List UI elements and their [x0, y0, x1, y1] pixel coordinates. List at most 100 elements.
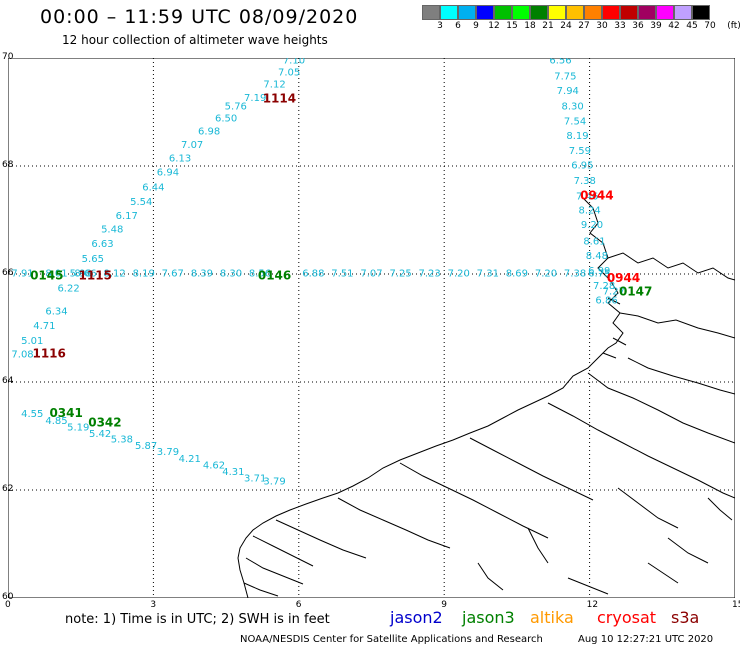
- scale-label: 9: [473, 21, 479, 31]
- swh-label: 5.19: [67, 423, 89, 434]
- scale-swatch: [674, 5, 692, 20]
- swh-label: 7.51: [331, 269, 353, 280]
- lat-tick-label: 64: [2, 376, 14, 386]
- swh-label: 6.50: [215, 114, 237, 125]
- pass-time-label: 0147: [619, 285, 652, 299]
- swh-label: 8.61: [583, 236, 605, 247]
- scale-label: 15: [506, 21, 518, 31]
- scale-swatch: [530, 5, 548, 20]
- swh-label: 4.62: [203, 460, 225, 471]
- pass-time-label: 1114: [263, 91, 296, 105]
- map-frame: [8, 58, 735, 598]
- swh-label: 7.46: [576, 191, 598, 202]
- scale-swatch: [548, 5, 566, 20]
- swh-label: 8.19: [133, 269, 155, 280]
- scale-label: 70: [704, 21, 716, 31]
- scale-swatch: [566, 5, 584, 20]
- swh-label: 7.05: [278, 67, 300, 78]
- swh-label: 7.12: [263, 80, 285, 91]
- swh-label: 4.21: [179, 454, 201, 465]
- scale-swatch: [476, 5, 494, 20]
- scale-swatch: [620, 5, 638, 20]
- scale-label: 45: [686, 21, 698, 31]
- swh-label: 6.63: [91, 239, 113, 250]
- pass-time-label: 0944: [580, 188, 613, 202]
- legend-jason3: jason3: [462, 608, 515, 627]
- pass-time-label: 0944: [607, 271, 640, 285]
- swh-label: 8.30: [562, 101, 584, 112]
- legend-cryosat: cryosat: [597, 608, 657, 627]
- credit: NOAA/NESDIS Center for Satellite Applica…: [240, 634, 543, 645]
- color-scale-labels: 3 6 9 12 15 18 21 24 27 30 33 36 39 42 45 70 (ft): [422, 21, 740, 35]
- pass-time-label: 0342: [88, 415, 121, 429]
- lat-tick-label: 62: [2, 484, 14, 494]
- swh-label: 7.20: [535, 269, 557, 280]
- swh-label: 8.39: [191, 269, 213, 280]
- legend-jason2: jason2: [390, 608, 443, 627]
- scale-swatch: [458, 5, 476, 20]
- swh-label: 7.07: [360, 269, 382, 280]
- scale-swatch: [422, 5, 440, 20]
- scale-swatch: [602, 5, 620, 20]
- swh-label: 7.67: [162, 269, 184, 280]
- swh-label: 6.75: [588, 269, 610, 280]
- scale-unit: (ft): [727, 21, 740, 31]
- timestamp: Aug 10 12:27:21 UTC 2020: [578, 634, 714, 645]
- scale-swatch: [512, 5, 530, 20]
- lon-tick-label: 9: [441, 600, 447, 610]
- scale-label: 36: [632, 21, 644, 31]
- swh-label: 8.24: [578, 206, 600, 217]
- swh-label: 6.98: [198, 127, 220, 138]
- pass-time-label: 1116: [32, 347, 65, 361]
- scale-swatch: [440, 5, 458, 20]
- legend-s3a: s3a: [671, 608, 700, 627]
- swh-label: 6.13: [169, 154, 191, 165]
- scale-swatch: [494, 5, 512, 20]
- swh-label: 8.66: [74, 269, 96, 280]
- footer-note: note: 1) Time is in UTC; 2) SWH is in fe…: [65, 612, 330, 627]
- swh-label: 5.01: [21, 336, 43, 347]
- swh-label: 4.31: [222, 467, 244, 478]
- swh-label: 6.88: [302, 269, 324, 280]
- scale-label: 39: [650, 21, 662, 31]
- swh-label: 5.54: [130, 197, 152, 208]
- swh-label: 7.10: [283, 58, 305, 66]
- swh-label: 6.34: [45, 307, 67, 318]
- swh-label: 5.98: [70, 269, 92, 280]
- swh-label: 7.28: [593, 281, 615, 292]
- lon-tick-label: 3: [150, 600, 157, 610]
- page-title: 00:00 – 11:59 UTC 08/09/2020: [40, 6, 359, 28]
- swh-label: 7.07: [181, 140, 203, 151]
- swh-label: 7.38: [574, 176, 596, 187]
- lat-tick-label: 60: [2, 592, 14, 602]
- swh-label: 8.19: [566, 131, 588, 142]
- page-subtitle: 12 hour collection of altimeter wave hei…: [62, 33, 328, 47]
- swh-label: 5.48: [101, 224, 123, 235]
- swh-label: 5.38: [111, 434, 133, 445]
- scale-swatch: [584, 5, 602, 20]
- lon-tick-label: 0: [5, 600, 11, 610]
- swh-label: 3.79: [263, 477, 285, 488]
- swh-label: 7.19: [244, 93, 266, 104]
- swh-label: 7.31: [477, 269, 499, 280]
- lat-tick-label: 70: [2, 52, 14, 62]
- swh-label: 8.69: [506, 269, 528, 280]
- legend-altika: altika: [530, 608, 574, 627]
- swh-label: 6.44: [142, 182, 164, 193]
- scale-label: 33: [614, 21, 626, 31]
- scale-label: 27: [578, 21, 590, 31]
- swh-label: 8.30: [220, 269, 242, 280]
- swh-label: 5.65: [82, 254, 104, 265]
- pass-time-label: 0146: [258, 268, 291, 282]
- pass-time-label: 0145: [30, 268, 63, 282]
- swh-label: 8.01: [45, 269, 67, 280]
- color-scale: [422, 5, 710, 20]
- swh-label: 7.59: [569, 146, 591, 157]
- swh-label: 3.79: [157, 447, 179, 458]
- altimeter-map: 7.107.05 7.12 7.195.76 6.50 6.98 7.07 6.13 6.94…: [8, 58, 735, 598]
- swh-label: 3.71: [244, 473, 266, 484]
- lon-tick-label: 12: [586, 600, 599, 610]
- swh-label: 4.71: [33, 321, 55, 332]
- swh-label: 5.87: [135, 441, 157, 452]
- coastline: [237, 197, 735, 598]
